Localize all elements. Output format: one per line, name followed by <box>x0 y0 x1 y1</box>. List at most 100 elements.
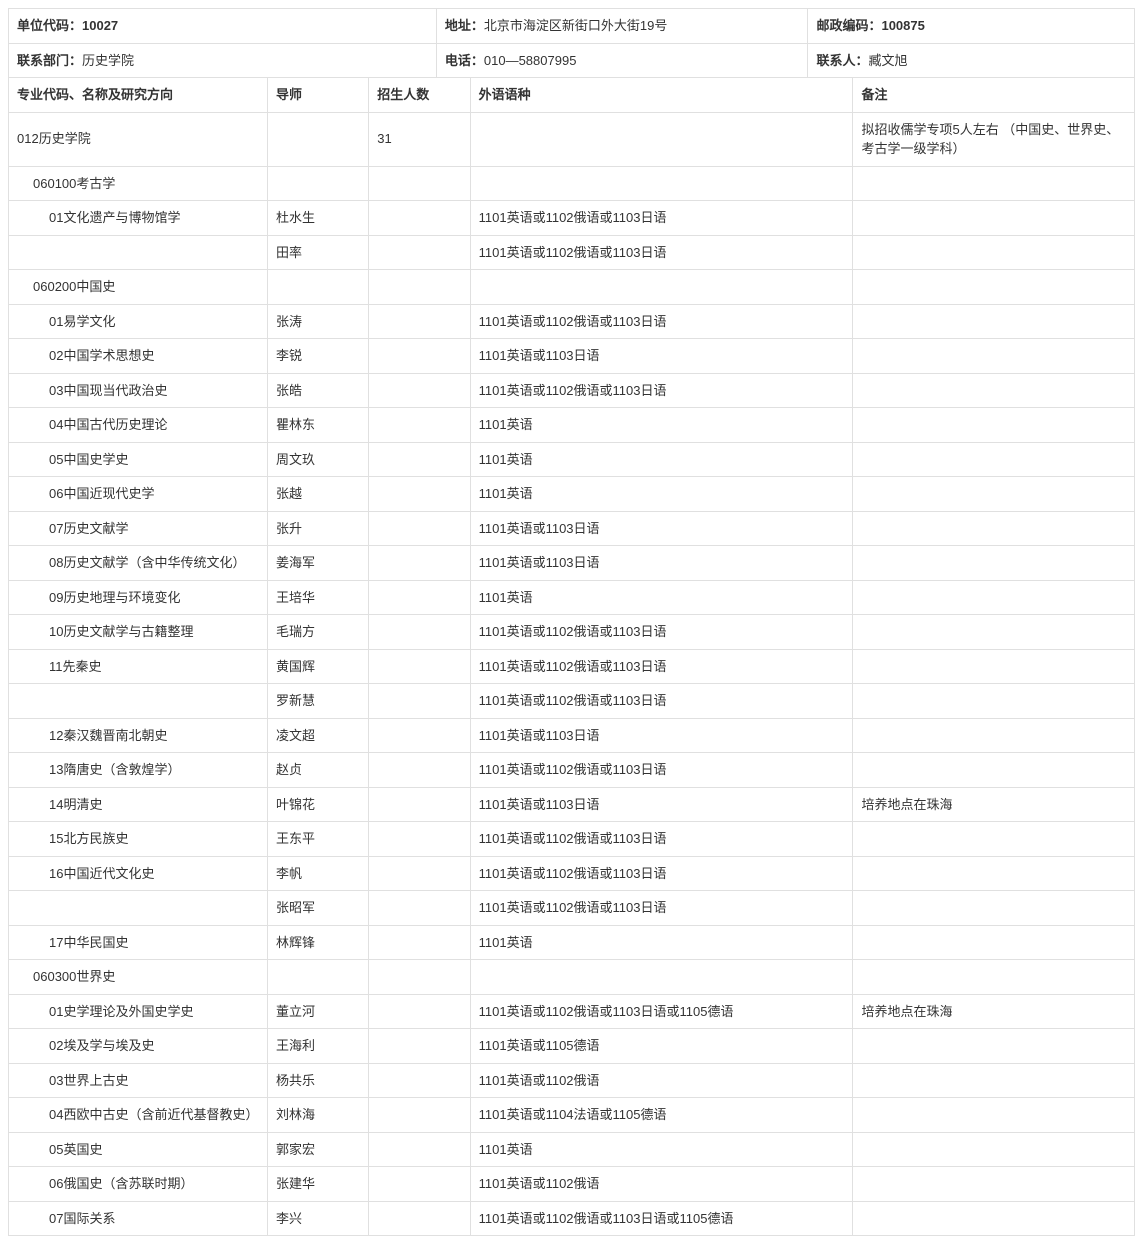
cell-count <box>369 339 470 374</box>
cell-advisor: 张昭军 <box>267 891 368 926</box>
cell-note <box>853 891 1135 926</box>
cell-major: 060300世界史 <box>9 960 268 995</box>
table-row: 12秦汉魏晋南北朝史凌文超1101英语或1103日语 <box>9 718 1135 753</box>
cell-note <box>853 339 1135 374</box>
cell-major: 07历史文献学 <box>9 511 268 546</box>
cell-advisor: 李兴 <box>267 1201 368 1236</box>
table-row: 14明清史叶锦花1101英语或1103日语培养地点在珠海 <box>9 787 1135 822</box>
cell-major <box>9 684 268 719</box>
cell-note <box>853 1201 1135 1236</box>
phone-label: 电话： <box>445 53 484 68</box>
cell-note <box>853 1167 1135 1202</box>
header-row-1: 单位代码：10027 地址：北京市海淀区新街口外大街19号 邮政编码：10087… <box>9 9 1135 44</box>
cell-lang: 1101英语或1102俄语 <box>470 1167 853 1202</box>
cell-note <box>853 822 1135 857</box>
cell-major: 08历史文献学（含中华传统文化） <box>9 546 268 581</box>
cell-count <box>369 1063 470 1098</box>
table-row: 04中国古代历史理论瞿林东1101英语 <box>9 408 1135 443</box>
cell-count <box>369 684 470 719</box>
cell-major: 03中国现当代政治史 <box>9 373 268 408</box>
cell-advisor: 张涛 <box>267 304 368 339</box>
cell-major: 01易学文化 <box>9 304 268 339</box>
cell-count <box>369 201 470 236</box>
cell-advisor: 王东平 <box>267 822 368 857</box>
table-row: 05英国史郭家宏1101英语 <box>9 1132 1135 1167</box>
postal-value: 100875 <box>881 18 924 33</box>
cell-lang: 1101英语 <box>470 1132 853 1167</box>
cell-major: 07国际关系 <box>9 1201 268 1236</box>
cell-lang: 1101英语或1102俄语或1103日语或1105德语 <box>470 994 853 1029</box>
phone-value: 010—58807995 <box>484 53 577 68</box>
cell-note <box>853 1098 1135 1133</box>
table-row: 09历史地理与环境变化王培华1101英语 <box>9 580 1135 615</box>
cell-note <box>853 925 1135 960</box>
cell-advisor: 姜海军 <box>267 546 368 581</box>
header-row-2: 联系部门：历史学院 电话：010—58807995 联系人：臧文旭 <box>9 43 1135 78</box>
cell-major: 17中华民国史 <box>9 925 268 960</box>
cell-count <box>369 1167 470 1202</box>
cell-count <box>369 442 470 477</box>
cell-major: 06中国近现代史学 <box>9 477 268 512</box>
cell-note <box>853 166 1135 201</box>
cell-lang: 1101英语 <box>470 580 853 615</box>
cell-advisor: 郭家宏 <box>267 1132 368 1167</box>
table-row: 田率1101英语或1102俄语或1103日语 <box>9 235 1135 270</box>
table-row: 张昭军1101英语或1102俄语或1103日语 <box>9 891 1135 926</box>
cell-lang: 1101英语或1102俄语 <box>470 1063 853 1098</box>
dept-value: 历史学院 <box>82 53 134 68</box>
table-row: 13隋唐史（含敦煌学）赵贞1101英语或1102俄语或1103日语 <box>9 753 1135 788</box>
table-row: 02中国学术思想史李锐1101英语或1103日语 <box>9 339 1135 374</box>
postal-label: 邮政编码： <box>816 18 881 33</box>
cell-note <box>853 442 1135 477</box>
cell-note <box>853 753 1135 788</box>
cell-advisor: 李锐 <box>267 339 368 374</box>
cell-note <box>853 1063 1135 1098</box>
cell-major: 02中国学术思想史 <box>9 339 268 374</box>
cell-count <box>369 891 470 926</box>
cell-major: 12秦汉魏晋南北朝史 <box>9 718 268 753</box>
cell-note <box>853 960 1135 995</box>
cell-lang <box>470 166 853 201</box>
cell-lang: 1101英语或1103日语 <box>470 718 853 753</box>
address-value: 北京市海淀区新街口外大街19号 <box>484 18 667 33</box>
cell-count <box>369 856 470 891</box>
cell-advisor: 王海利 <box>267 1029 368 1064</box>
contact-label: 联系人： <box>816 53 868 68</box>
table-row: 06中国近现代史学张越1101英语 <box>9 477 1135 512</box>
col-note: 备注 <box>853 78 1135 113</box>
cell-note <box>853 304 1135 339</box>
cell-count <box>369 408 470 443</box>
cell-major <box>9 235 268 270</box>
cell-lang: 1101英语 <box>470 477 853 512</box>
cell-advisor: 赵贞 <box>267 753 368 788</box>
postal-cell: 邮政编码：100875 <box>808 9 1135 44</box>
cell-major: 012历史学院 <box>9 112 268 166</box>
table-row: 06俄国史（含苏联时期）张建华1101英语或1102俄语 <box>9 1167 1135 1202</box>
cell-advisor <box>267 166 368 201</box>
cell-note <box>853 856 1135 891</box>
cell-count <box>369 1132 470 1167</box>
cell-note <box>853 1029 1135 1064</box>
cell-lang <box>470 960 853 995</box>
cell-advisor: 叶锦花 <box>267 787 368 822</box>
unit-code-cell: 单位代码：10027 <box>9 9 437 44</box>
table-row: 060200中国史 <box>9 270 1135 305</box>
cell-count <box>369 718 470 753</box>
cell-advisor: 刘林海 <box>267 1098 368 1133</box>
cell-lang <box>470 112 853 166</box>
address-cell: 地址：北京市海淀区新街口外大街19号 <box>436 9 808 44</box>
cell-advisor: 杨共乐 <box>267 1063 368 1098</box>
cell-major: 03世界上古史 <box>9 1063 268 1098</box>
cell-advisor <box>267 270 368 305</box>
table-row: 07历史文献学张升1101英语或1103日语 <box>9 511 1135 546</box>
cell-major: 09历史地理与环境变化 <box>9 580 268 615</box>
cell-major: 14明清史 <box>9 787 268 822</box>
cell-count <box>369 373 470 408</box>
cell-count <box>369 822 470 857</box>
cell-note <box>853 546 1135 581</box>
cell-count: 31 <box>369 112 470 166</box>
table-row: 012历史学院31拟招收儒学专项5人左右 （中国史、世界史、考古学一级学科） <box>9 112 1135 166</box>
cell-note <box>853 477 1135 512</box>
cell-note <box>853 718 1135 753</box>
cell-advisor: 周文玖 <box>267 442 368 477</box>
